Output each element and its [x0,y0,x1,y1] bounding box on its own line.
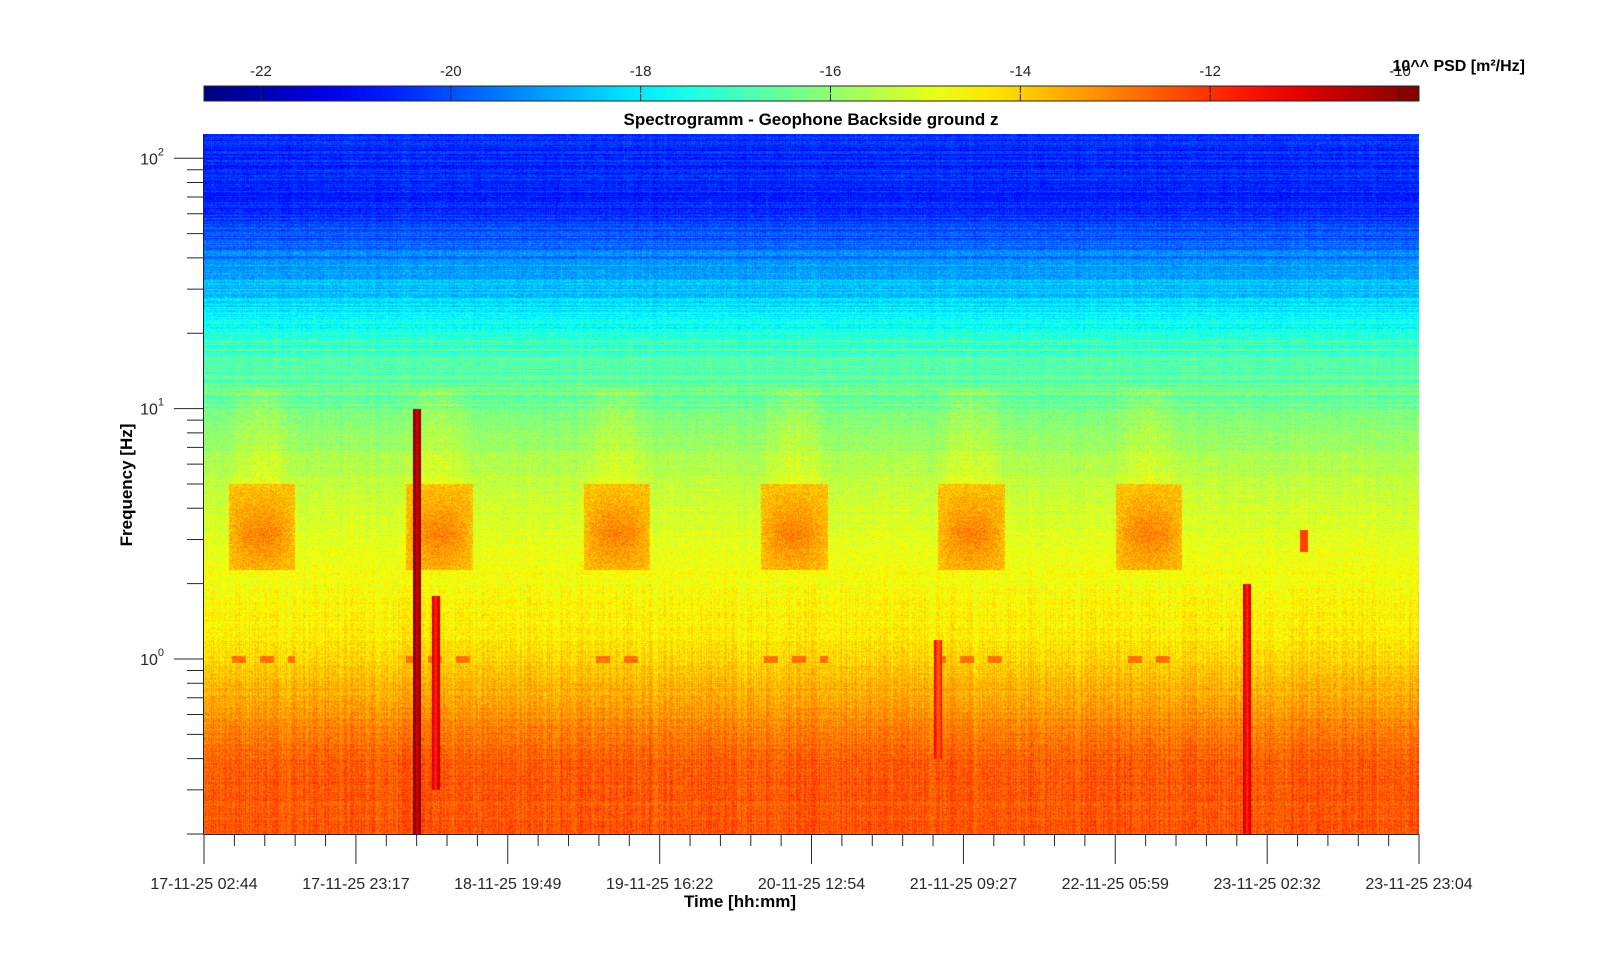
colorbar [203,85,1420,102]
x-tick-label: 19-11-25 16:22 [606,876,713,893]
x-tick-label: 17-11-25 23:17 [302,876,409,893]
y-tick-label: 101 [140,397,164,419]
colorbar-tick-label: -16 [820,63,842,80]
x-tick-label: 23-11-25 23:04 [1365,876,1472,893]
x-tick-label: 22-11-25 05:59 [1062,876,1169,893]
colorbar-tick-label: -10 [1389,63,1411,80]
y-tick-label: 100 [140,647,164,669]
colorbar-label: 10^^ PSD [m²/Hz] [1393,58,1525,75]
x-tick-label: 23-11-25 02:32 [1214,876,1321,893]
colorbar-tick-label: -22 [250,63,272,80]
y-tick-label: 102 [140,146,164,168]
chart-title: Spectrogramm - Geophone Backside ground … [623,110,998,129]
x-tick-label: 21-11-25 09:27 [910,876,1017,893]
colorbar-tick-label: -12 [1199,63,1221,80]
colorbar-tick-label: -18 [630,63,652,80]
x-tick-label: 18-11-25 19:49 [454,876,561,893]
y-axis-label: Frequency [Hz] [117,424,136,547]
x-tick-label: 20-11-25 12:54 [758,876,865,893]
colorbar-tick-label: -14 [1009,63,1031,80]
spectrogram-heatmap [204,134,1419,834]
x-axis-label: Time [hh:mm] [684,892,796,911]
colorbar-tick-label: -20 [440,63,462,80]
x-tick-label: 17-11-25 02:44 [150,876,257,893]
